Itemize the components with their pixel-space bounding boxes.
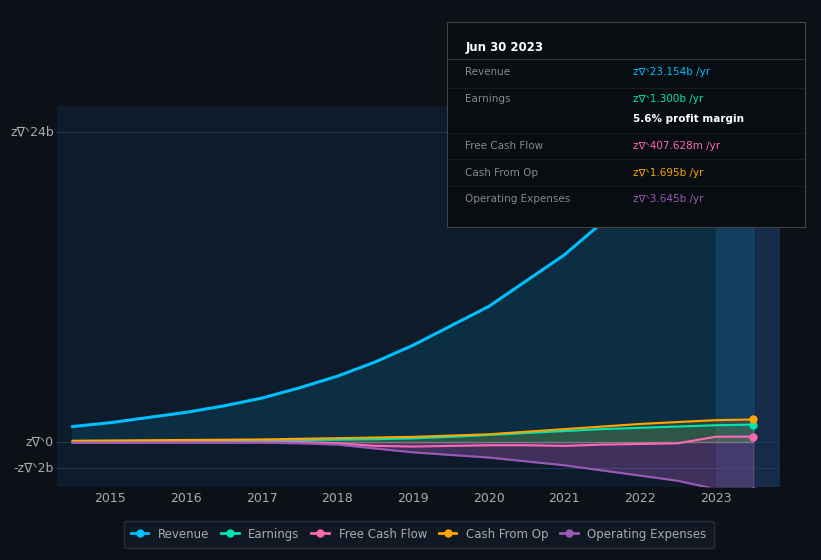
Text: zᐫ1.695b /yr: zᐫ1.695b /yr: [633, 167, 704, 178]
Text: zᐫ23.154b /yr: zᐫ23.154b /yr: [633, 67, 710, 77]
Text: Free Cash Flow: Free Cash Flow: [466, 141, 544, 151]
Text: zᐫ24b: zᐫ24b: [10, 125, 54, 139]
Text: zᐫ1.300b /yr: zᐫ1.300b /yr: [633, 94, 704, 104]
Text: Operating Expenses: Operating Expenses: [466, 194, 571, 204]
Text: zᐫ0: zᐫ0: [25, 436, 54, 449]
Text: zᐫ407.628m /yr: zᐫ407.628m /yr: [633, 141, 720, 151]
Bar: [716, 106, 780, 487]
Legend: Revenue, Earnings, Free Cash Flow, Cash From Op, Operating Expenses: Revenue, Earnings, Free Cash Flow, Cash …: [124, 521, 713, 548]
Text: Cash From Op: Cash From Op: [466, 167, 539, 178]
Text: Earnings: Earnings: [466, 94, 511, 104]
Text: Revenue: Revenue: [466, 67, 511, 77]
Text: Jun 30 2023: Jun 30 2023: [466, 41, 544, 54]
Text: -zᐫ2b: -zᐫ2b: [13, 461, 54, 474]
Text: zᐫ3.645b /yr: zᐫ3.645b /yr: [633, 194, 704, 204]
Text: 5.6% profit margin: 5.6% profit margin: [633, 114, 744, 124]
